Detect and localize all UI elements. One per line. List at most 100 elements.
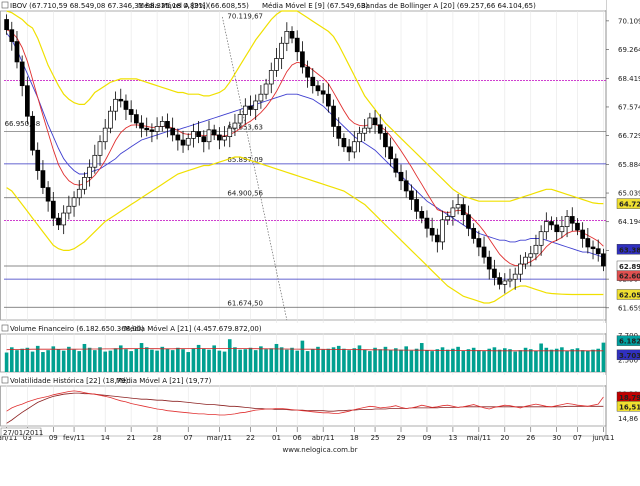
volume-bar xyxy=(290,347,294,372)
candle-body xyxy=(543,221,549,233)
candle-body xyxy=(398,171,404,182)
volume-bar xyxy=(591,349,595,372)
candle-body xyxy=(502,280,508,285)
volume-bar xyxy=(388,350,393,372)
price-axis-label: 67.574 xyxy=(618,103,640,111)
volume-bar xyxy=(144,347,149,372)
volume-bar xyxy=(419,343,424,372)
volume-bar xyxy=(326,348,331,372)
volume-bar xyxy=(87,347,92,372)
candle-body xyxy=(357,132,362,143)
price-axis-label: 69.264 xyxy=(618,46,640,54)
price-level-label: 61.674,50 xyxy=(227,299,263,307)
volume-bar xyxy=(310,349,315,372)
volume-bar xyxy=(176,347,180,372)
candle-body xyxy=(362,127,368,134)
candle-body xyxy=(595,248,601,255)
volume-bar xyxy=(383,346,388,372)
candle-body xyxy=(403,180,409,192)
volume-bar xyxy=(601,342,606,372)
candle-body xyxy=(440,219,445,243)
volume-badge-bg xyxy=(616,335,640,346)
volume-bar xyxy=(440,347,445,372)
candle-body xyxy=(351,141,357,153)
volatility-series-line xyxy=(6,392,604,424)
volume-bar xyxy=(67,346,71,372)
volume-bar xyxy=(368,351,372,372)
candle-body xyxy=(258,93,264,102)
candle-body xyxy=(445,216,451,221)
volume-bar xyxy=(124,349,128,372)
candle-body xyxy=(268,70,274,85)
volume-bar xyxy=(264,349,268,372)
volume-header-title: Volume Financeiro (6.182.650.368,00) xyxy=(10,325,144,333)
candle-body xyxy=(227,127,233,137)
price-axis-label: 70.109 xyxy=(618,17,640,25)
candle-body xyxy=(429,227,435,236)
volatility-menu-icon xyxy=(1,376,9,384)
volume-bar xyxy=(425,350,429,372)
candle-body xyxy=(388,146,393,160)
volume-bar xyxy=(269,348,274,372)
candle-body xyxy=(149,129,155,132)
candle-body xyxy=(71,197,77,207)
volume-bar xyxy=(586,350,590,372)
x-axis-label: 26 xyxy=(526,434,535,442)
volume-bar xyxy=(108,350,113,372)
candle-body xyxy=(476,238,482,248)
candle-body xyxy=(294,37,300,53)
candle-body xyxy=(45,187,51,202)
candle-body xyxy=(108,110,113,129)
volume-bar xyxy=(233,347,237,372)
volume-bar xyxy=(129,351,133,372)
candle-body xyxy=(528,253,534,258)
volume-bar xyxy=(316,346,320,372)
x-axis-label: 25 xyxy=(371,434,380,442)
candle-body xyxy=(434,234,440,243)
x-axis-label: 20 xyxy=(500,434,509,442)
volume-bar xyxy=(212,345,216,372)
volume-bar xyxy=(409,350,414,372)
volume-bar xyxy=(477,350,481,372)
volume-bar xyxy=(4,352,9,372)
volume-bar xyxy=(134,348,139,372)
candle-body xyxy=(284,31,290,44)
candle-body xyxy=(481,246,487,258)
volume-bar xyxy=(20,348,24,372)
candle-body xyxy=(575,222,580,231)
price-level-label: 66.950,48 xyxy=(5,120,41,128)
candle-body xyxy=(564,216,570,227)
volume-bar xyxy=(352,348,357,372)
volume-bar xyxy=(165,348,170,372)
volume-bar xyxy=(357,345,362,372)
candle-body xyxy=(518,263,523,275)
volume-bar xyxy=(513,351,517,372)
x-axis-label: 30 xyxy=(552,434,561,442)
x-axis-label: mar/11 xyxy=(207,434,232,442)
volume-bar xyxy=(238,349,242,372)
volume-bar xyxy=(305,351,310,372)
candle-body xyxy=(585,238,591,248)
volume-bar xyxy=(570,349,575,372)
candle-body xyxy=(305,66,310,78)
x-axis-label: 28 xyxy=(153,434,162,442)
volume-bar xyxy=(35,345,40,372)
candle-body xyxy=(346,146,352,153)
volume-bar xyxy=(331,347,336,372)
volatility-header-bg xyxy=(0,375,606,385)
candle-body xyxy=(341,137,347,148)
volume-bar xyxy=(207,349,211,372)
candle-body xyxy=(372,117,378,126)
x-axis-label: fev/11 xyxy=(63,434,85,442)
price-badge: 63.383 xyxy=(619,246,640,254)
volume-bar xyxy=(362,349,367,372)
volume-bar xyxy=(253,350,258,372)
volume-bar xyxy=(61,350,66,372)
candle-body xyxy=(133,114,139,124)
price-level-label: 66.853,63 xyxy=(227,123,263,131)
volume-bar xyxy=(373,347,377,372)
volume-bar xyxy=(202,348,206,372)
cursor-date-label: 27/01/2011 xyxy=(3,429,43,437)
